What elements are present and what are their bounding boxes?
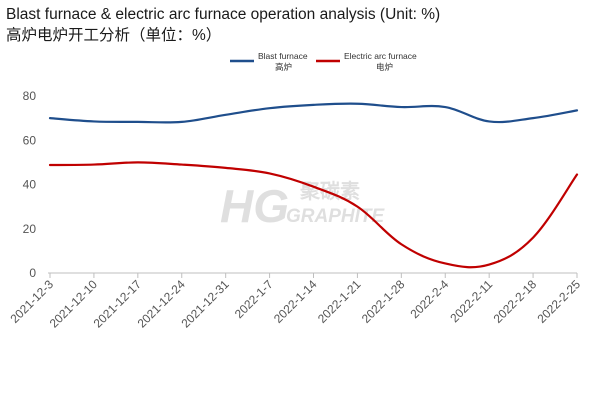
- y-tick-label: 80: [23, 89, 37, 103]
- series-line-electric-arc-furnace: [48, 161, 579, 269]
- x-tick-label: 2022-2-18: [491, 277, 540, 326]
- x-tick-label: 2022-2-11: [447, 277, 495, 325]
- legend-label-electric-zh: 电炉: [376, 62, 393, 72]
- x-tick-label: 2022-1-14: [271, 277, 320, 326]
- chart-subtitle: 高炉电炉开工分析（单位：%）: [6, 27, 222, 44]
- y-tick-label: 60: [23, 133, 37, 147]
- watermark: HG 聚碳素 GRAPHITE: [220, 179, 386, 232]
- x-tick-label: 2022-1-28: [359, 277, 408, 326]
- legend-label-blast-zh: 高炉: [275, 62, 292, 72]
- y-tick-label: 20: [23, 222, 37, 236]
- y-tick-label: 40: [23, 178, 37, 192]
- chart-title: Blast furnace & electric arc furnace ope…: [6, 6, 441, 23]
- legend-label-blast: Blast furnace: [258, 51, 308, 61]
- legend: Blast furnace 高炉 Electric arc furnace 电炉: [230, 51, 417, 72]
- x-tick-label: 2021-12-31: [178, 277, 232, 331]
- x-tick-label: 2022-2-25: [535, 277, 584, 326]
- watermark-en: GRAPHITE: [286, 206, 386, 227]
- y-tick-label: 0: [29, 266, 36, 280]
- watermark-mark: HG: [220, 180, 289, 232]
- x-tick-label: 2022-1-7: [232, 277, 276, 321]
- chart-title-block: Blast furnace & electric arc furnace ope…: [6, 4, 440, 46]
- x-tick-label: 2022-2-4: [407, 277, 451, 321]
- series-line-blast-furnace: [48, 102, 579, 124]
- watermark-zh: 聚碳素: [299, 179, 360, 203]
- series-layer: [48, 102, 579, 269]
- legend-label-electric: Electric arc furnace: [344, 51, 417, 61]
- x-tick-label: 2022-1-21: [315, 277, 364, 326]
